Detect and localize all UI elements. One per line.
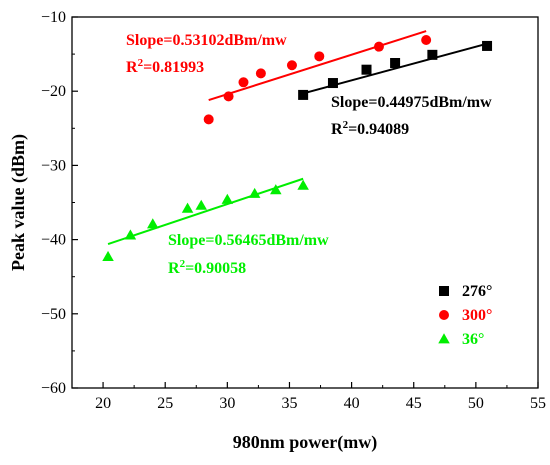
slope-annotation-300: Slope=0.53102dBm/mw [126,32,287,49]
x-tick-label: 50 [468,395,484,412]
legend-marker-276 [439,286,449,296]
r2-annotation-36: R2=0.90058 [168,258,246,277]
data-point-36 [181,202,194,213]
data-point-300 [373,41,384,52]
data-point-276 [390,58,401,69]
data-point-276 [482,40,493,51]
y-tick-label: −60 [41,380,66,397]
y-tick-label: −50 [41,306,66,323]
data-point-36 [195,199,207,210]
data-point-36 [248,187,261,198]
data-point-300 [238,77,249,88]
slope-annotation-276: Slope=0.44975dBm/mw [331,94,492,111]
x-tick-label: 45 [406,395,422,412]
data-point-36 [124,229,137,240]
r2-annotation-276: R2=0.94089 [331,119,409,138]
data-point-276 [427,49,438,60]
data-point-36 [221,193,234,204]
y-axis-title: Peak value (dBm) [8,134,29,271]
y-tick-label: −20 [41,83,66,100]
data-point-36 [297,179,309,190]
legend-label-300: 300° [462,307,492,324]
y-tick-label: −30 [41,157,66,174]
legend-marker-300 [439,310,449,320]
data-point-276 [298,89,309,100]
legend-label-36: 36° [462,331,484,348]
x-tick-label: 20 [95,395,111,412]
r2-annotation-300: R2=0.81993 [126,57,204,76]
x-tick-label: 30 [219,395,235,412]
x-tick-label: 55 [530,395,546,412]
data-point-300 [203,114,214,125]
fit-line-300 [208,30,427,102]
data-point-36 [147,218,159,229]
y-tick-label: −10 [41,9,66,26]
x-tick-label: 25 [157,395,173,412]
data-point-300 [421,35,432,46]
data-point-300 [223,91,234,102]
x-tick-label: 35 [281,395,297,412]
data-point-276 [327,78,338,89]
data-point-300 [255,68,266,79]
legend-label-276: 276° [462,283,492,300]
y-tick-label: −40 [41,232,66,249]
legend-marker-36 [438,333,450,344]
x-axis-title: 980nm power(mw) [233,432,377,453]
data-point-36 [270,184,282,195]
fit-line-36 [107,177,304,246]
data-point-300 [286,60,297,71]
x-tick-label: 40 [344,395,360,412]
slope-annotation-36: Slope=0.56465dBm/mw [168,232,329,249]
data-point-36 [102,250,114,261]
data-point-276 [361,64,372,75]
data-point-300 [314,51,325,62]
